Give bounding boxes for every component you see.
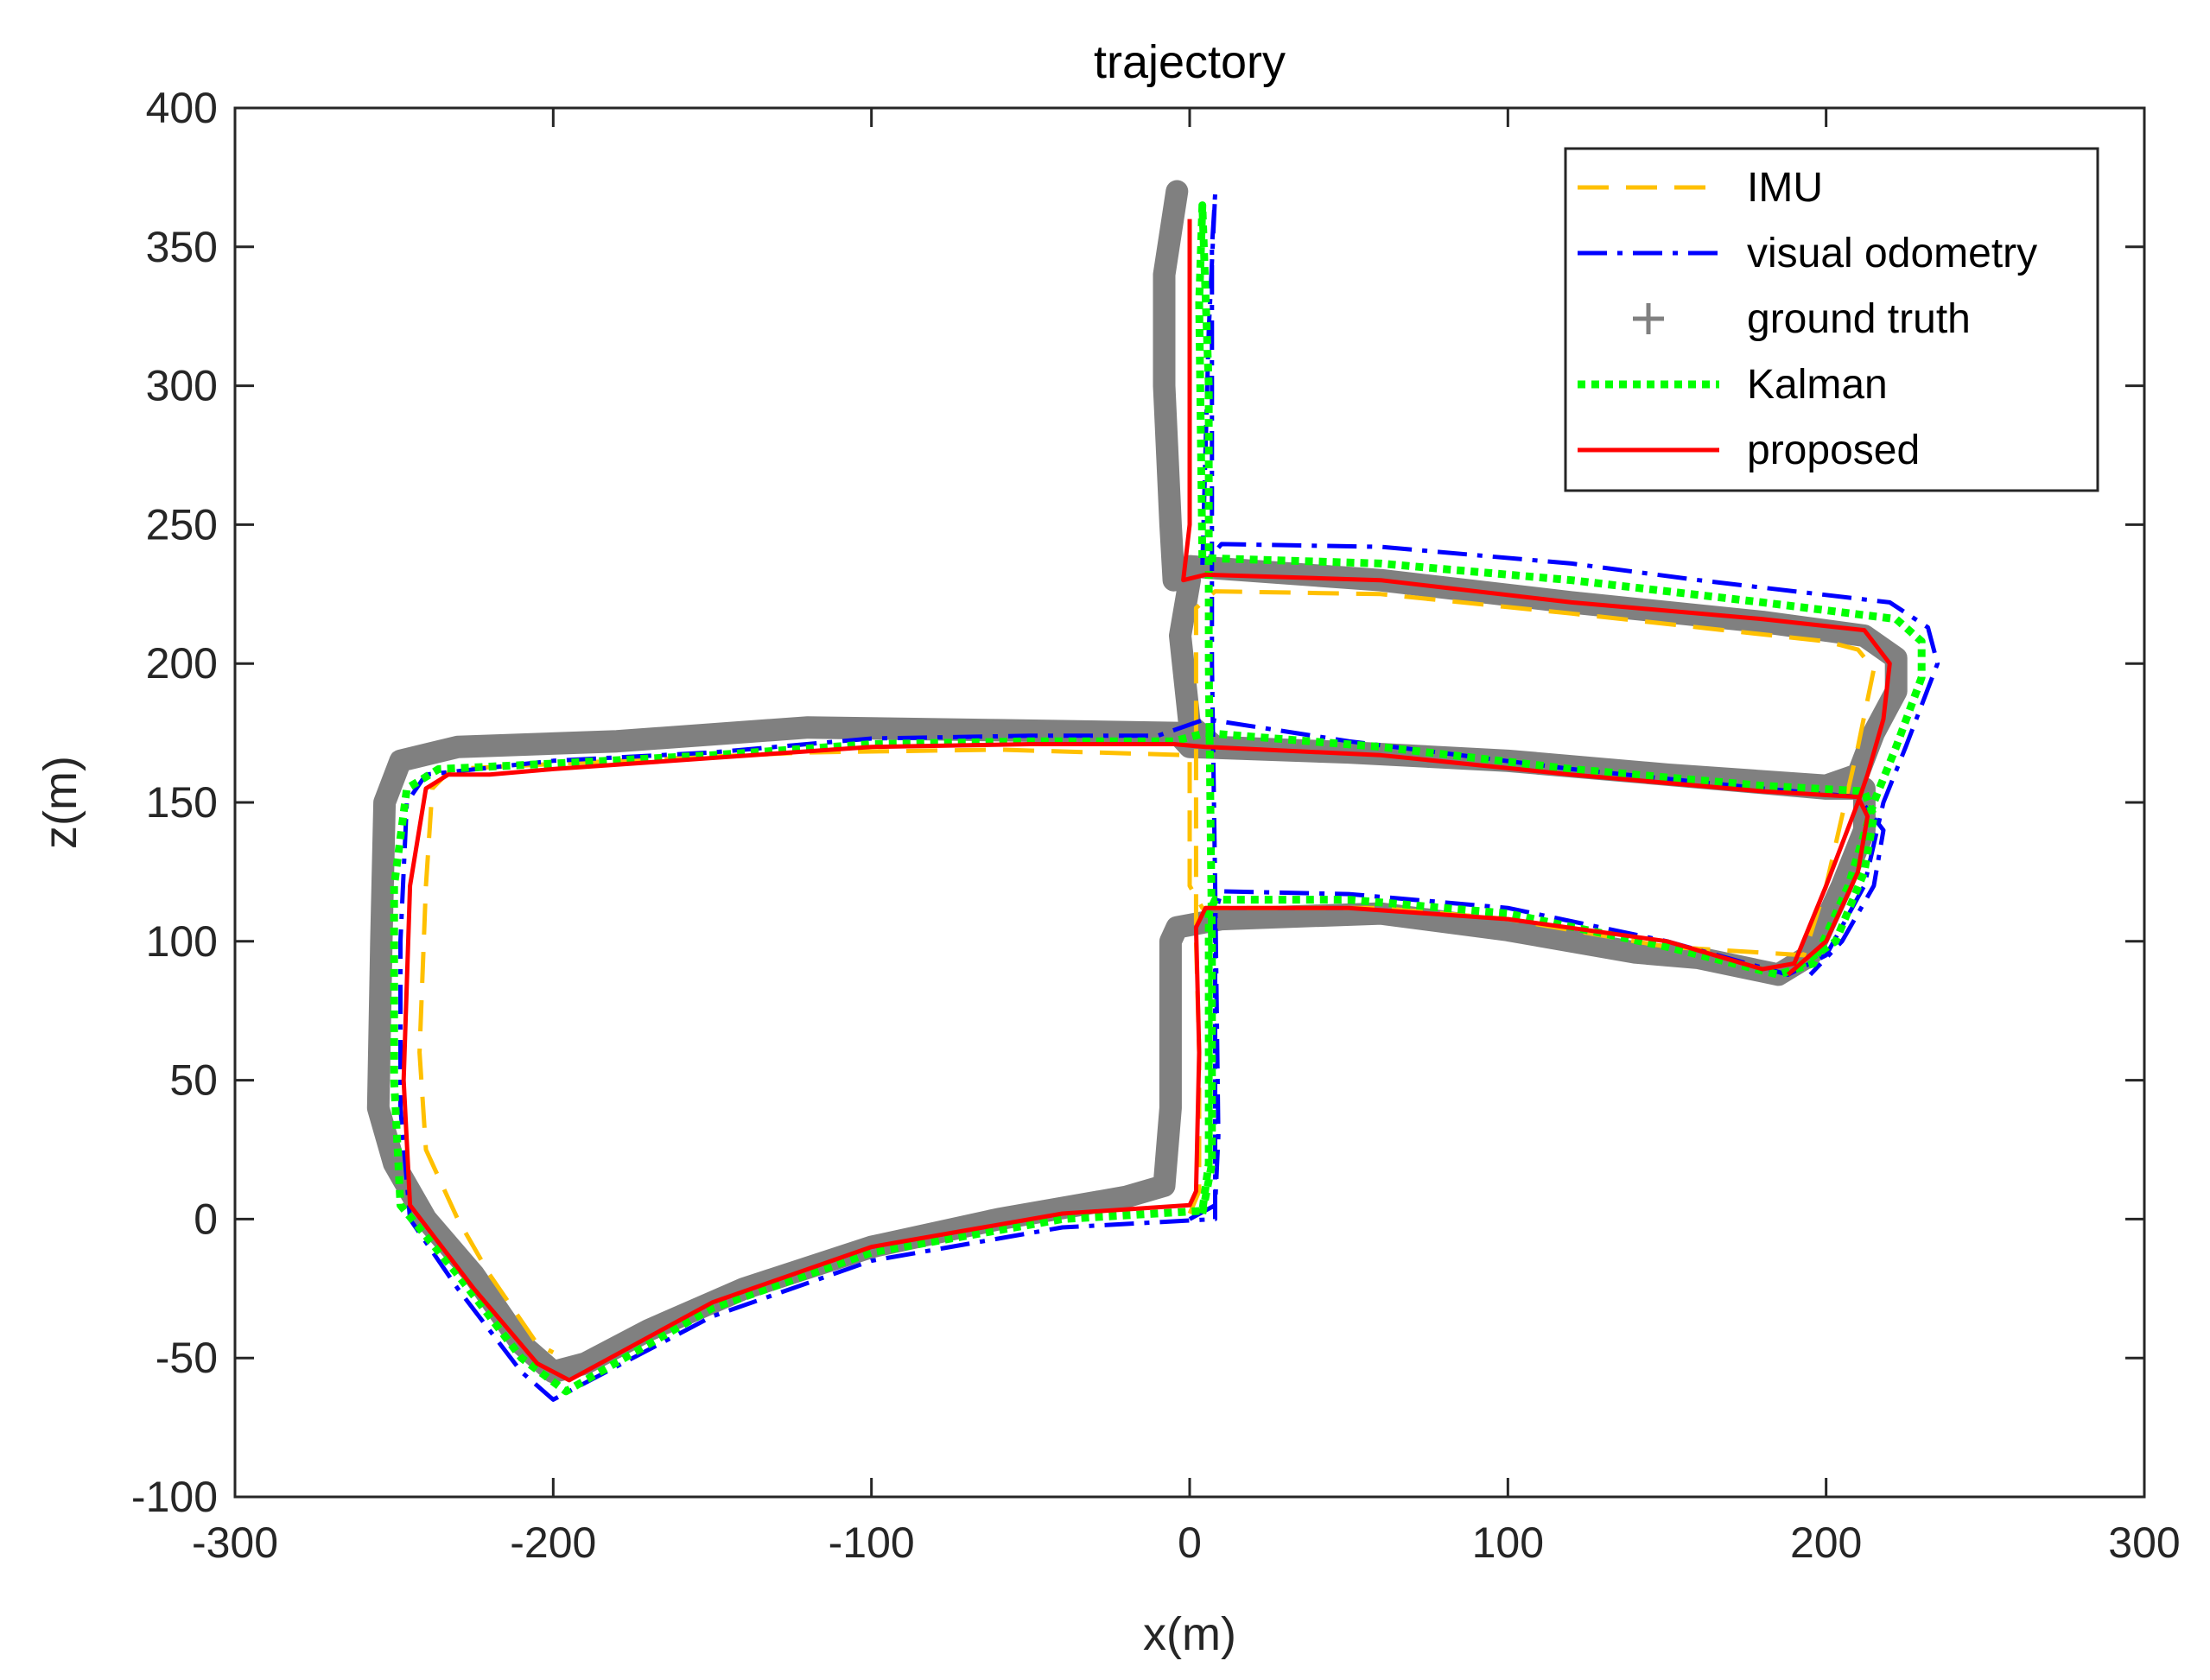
y-tick-label: 300 bbox=[146, 362, 218, 410]
series-ground-truth-line bbox=[366, 180, 1908, 1384]
series-layer bbox=[366, 180, 1940, 1402]
legend: IMU visual odometry ground truth Kalman prop… bbox=[1564, 147, 2099, 492]
y-tick-label: 350 bbox=[146, 223, 218, 271]
legend-entry-label: ground truth bbox=[1747, 296, 1971, 342]
y-tick-label: 250 bbox=[146, 500, 218, 548]
x-tick-label: 200 bbox=[1790, 1518, 1862, 1567]
x-tick-label: -300 bbox=[192, 1518, 278, 1567]
legend-swatch bbox=[1633, 303, 1664, 334]
legend-entry-label: proposed bbox=[1747, 428, 1920, 473]
series-visual-odometry-line bbox=[398, 192, 1940, 1402]
y-tick-label: 50 bbox=[169, 1056, 218, 1105]
x-tick-label: 100 bbox=[1472, 1518, 1544, 1567]
y-tick-label: -50 bbox=[156, 1334, 218, 1382]
y-tick-label: 100 bbox=[146, 917, 218, 966]
series-proposed-line bbox=[401, 219, 1892, 1383]
legend-entry-label: visual odometry bbox=[1747, 231, 2037, 276]
series-kalman-line bbox=[390, 201, 1926, 1396]
x-tick-label: -200 bbox=[510, 1518, 596, 1567]
y-tick-label: 0 bbox=[194, 1195, 218, 1243]
legend-entry-label: Kalman bbox=[1747, 362, 1888, 408]
legend-entry-label: IMU bbox=[1747, 165, 1823, 211]
x-tick-label: 300 bbox=[2108, 1518, 2180, 1567]
x-tick-label: 0 bbox=[1178, 1518, 1202, 1567]
x-axis-label: x(m) bbox=[1143, 1608, 1236, 1660]
x-tick-label: -100 bbox=[829, 1518, 915, 1567]
axes-layer: -300 -200 -100 0 100 200 300 -100 -50 0 50 100 150 20… bbox=[131, 84, 2181, 1567]
y-tick-label: 150 bbox=[146, 778, 218, 827]
y-tick-label: -100 bbox=[131, 1473, 218, 1521]
chart-title: trajectory bbox=[1094, 36, 1286, 88]
y-tick-label: 200 bbox=[146, 639, 218, 688]
y-tick-label: 400 bbox=[146, 84, 218, 132]
y-axis-label: z(m) bbox=[35, 756, 86, 849]
